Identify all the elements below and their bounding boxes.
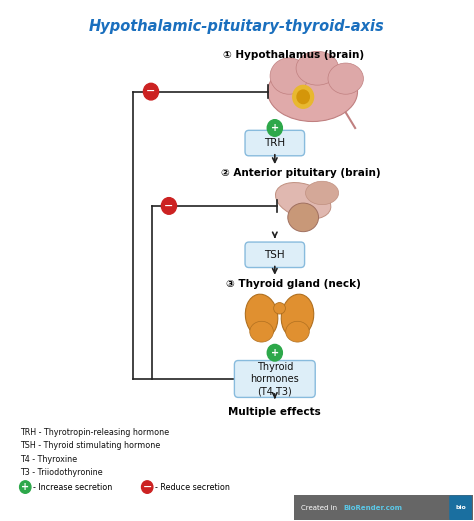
Ellipse shape <box>281 294 314 338</box>
Circle shape <box>161 197 176 214</box>
Text: bio: bio <box>455 505 466 511</box>
Circle shape <box>267 120 283 137</box>
Text: +: + <box>271 348 279 358</box>
Text: +: + <box>271 123 279 133</box>
Ellipse shape <box>288 203 319 232</box>
Text: −: − <box>143 481 152 491</box>
Ellipse shape <box>306 181 338 205</box>
Circle shape <box>144 83 158 100</box>
Ellipse shape <box>270 58 308 94</box>
Text: TSH: TSH <box>264 250 285 260</box>
Ellipse shape <box>273 303 285 314</box>
FancyBboxPatch shape <box>294 495 474 520</box>
Ellipse shape <box>296 52 338 85</box>
Text: Thyroid
hormones
(T4,T3): Thyroid hormones (T4,T3) <box>250 362 299 396</box>
Text: - Increase secretion: - Increase secretion <box>33 482 112 491</box>
Text: −: − <box>146 86 155 96</box>
FancyBboxPatch shape <box>235 361 315 398</box>
Text: ② Anterior pituitary (brain): ② Anterior pituitary (brain) <box>221 168 381 178</box>
Text: Hypothalamic-pituitary-thyroid-axis: Hypothalamic-pituitary-thyroid-axis <box>89 19 385 34</box>
Circle shape <box>267 344 283 361</box>
Ellipse shape <box>275 182 331 219</box>
Text: T3 - Triiodothyronine: T3 - Triiodothyronine <box>19 468 102 477</box>
Circle shape <box>297 90 310 104</box>
Text: TRH - Thyrotropin-releasing hormone: TRH - Thyrotropin-releasing hormone <box>19 428 169 437</box>
Circle shape <box>19 481 31 493</box>
Ellipse shape <box>246 294 278 338</box>
Text: Created in: Created in <box>301 505 339 511</box>
FancyBboxPatch shape <box>245 130 305 156</box>
Text: - Reduce secretion: - Reduce secretion <box>155 482 229 491</box>
Text: TSH - Thyroid stimulating hormone: TSH - Thyroid stimulating hormone <box>19 441 160 450</box>
Text: ③ Thyroid gland (neck): ③ Thyroid gland (neck) <box>226 279 361 289</box>
Ellipse shape <box>286 321 310 342</box>
Circle shape <box>142 481 153 493</box>
Ellipse shape <box>328 63 364 94</box>
Text: ① Hypothalamus (brain): ① Hypothalamus (brain) <box>223 50 365 60</box>
Ellipse shape <box>268 62 357 121</box>
Text: Multiple effects: Multiple effects <box>228 407 321 417</box>
Circle shape <box>293 85 314 108</box>
Text: −: − <box>164 201 173 210</box>
Text: TRH: TRH <box>264 138 285 148</box>
Ellipse shape <box>250 321 273 342</box>
FancyBboxPatch shape <box>449 495 472 520</box>
FancyBboxPatch shape <box>245 242 305 267</box>
Text: +: + <box>21 482 29 492</box>
Text: T4 - Thyroxine: T4 - Thyroxine <box>19 455 77 464</box>
Text: BioRender.com: BioRender.com <box>343 505 402 511</box>
